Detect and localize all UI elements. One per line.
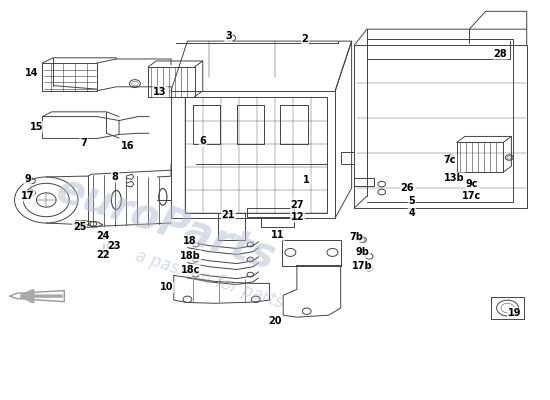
Text: 25: 25 [73, 222, 86, 232]
Text: 9: 9 [24, 174, 31, 184]
Text: 12: 12 [291, 212, 304, 222]
Text: 15: 15 [30, 122, 43, 132]
Text: 20: 20 [268, 316, 282, 326]
Text: 2: 2 [302, 34, 309, 44]
Text: 9c: 9c [466, 179, 478, 189]
Text: 17: 17 [21, 191, 35, 201]
Text: 16: 16 [120, 141, 134, 151]
Text: 26: 26 [401, 183, 414, 193]
Text: 7b: 7b [349, 232, 363, 242]
Text: 7c: 7c [444, 155, 456, 165]
Text: 8: 8 [112, 172, 119, 182]
Text: 27: 27 [291, 200, 304, 210]
Text: 24: 24 [96, 231, 109, 241]
Text: 18b: 18b [180, 251, 201, 261]
Text: 22: 22 [96, 250, 109, 260]
Text: 17b: 17b [352, 260, 373, 270]
Text: 10: 10 [160, 282, 173, 292]
Text: 17c: 17c [463, 191, 482, 201]
Text: euroParts: euroParts [51, 169, 281, 279]
Text: 19: 19 [508, 308, 521, 318]
Text: a passion for parts: a passion for parts [133, 247, 286, 312]
Text: 9b: 9b [356, 248, 370, 258]
Text: 7: 7 [80, 138, 87, 148]
Text: 5: 5 [409, 196, 415, 206]
Text: 4: 4 [409, 208, 415, 218]
Text: 13b: 13b [444, 173, 465, 183]
Text: 14: 14 [25, 68, 39, 78]
Text: 3: 3 [225, 31, 232, 41]
Text: 21: 21 [222, 210, 235, 220]
Text: 23: 23 [107, 241, 120, 251]
Text: 6: 6 [200, 136, 206, 146]
Text: 1: 1 [304, 175, 310, 185]
Text: 18: 18 [183, 236, 197, 246]
Text: 28: 28 [494, 49, 507, 59]
Text: 11: 11 [271, 230, 284, 240]
Text: 18c: 18c [180, 264, 200, 274]
Text: 13: 13 [153, 86, 167, 96]
